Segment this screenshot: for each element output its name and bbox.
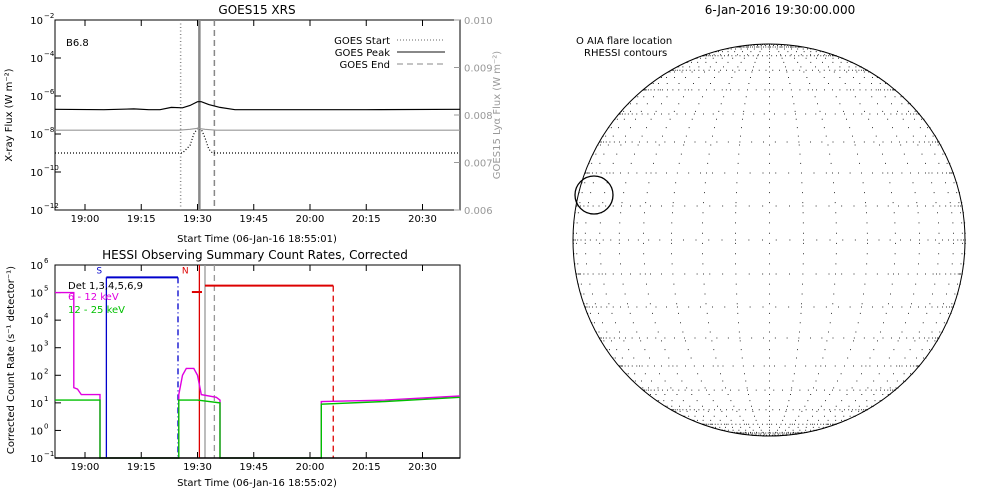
- y-tick-exponent: 4: [44, 312, 49, 320]
- goes-legend-end: GOES End: [340, 60, 390, 71]
- hessi-panel: HESSI Observing Summary Count Rates, Cor…: [6, 248, 461, 489]
- y-tick-label: 10: [30, 16, 43, 27]
- y-tick-label: 10: [30, 371, 43, 382]
- x-tick-label: 19:45: [239, 214, 268, 225]
- y-tick-exponent: −12: [44, 202, 59, 210]
- x-tick-label: 19:45: [239, 462, 268, 473]
- y2-tick-label: 0.010: [464, 16, 493, 27]
- hessi-series-1: [55, 396, 461, 459]
- y-tick-exponent: −1: [44, 450, 54, 458]
- y-tick-exponent: −8: [44, 126, 54, 134]
- hessi-legend-detectors: Det 1,3,4,5,6,9: [68, 281, 143, 292]
- x-tick-label: 20:30: [408, 214, 437, 225]
- y-tick-exponent: 6: [44, 257, 49, 265]
- goes-legend: GOES Start GOES Peak GOES End: [334, 36, 445, 71]
- y-tick-label: 10: [30, 316, 43, 327]
- x-tick-label: 19:15: [127, 462, 156, 473]
- hessi-state-label: S: [96, 266, 102, 276]
- x-tick-label: 20:15: [352, 462, 381, 473]
- disk-legend-aia: O AIA flare location: [576, 36, 672, 47]
- y-tick-label: 10: [30, 289, 43, 300]
- grid-dots: [573, 44, 966, 437]
- goes-series-2: [55, 127, 460, 131]
- x-tick-label: 19:00: [71, 462, 100, 473]
- y-tick-label: 10: [30, 92, 43, 103]
- y-tick-exponent: 3: [44, 340, 48, 348]
- goes-flare-class: B6.8: [66, 38, 89, 49]
- goes-title: GOES15 XRS: [218, 3, 295, 17]
- x-tick-label: 20:15: [352, 214, 381, 225]
- y-tick-exponent: 5: [44, 285, 48, 293]
- goes-panel: GOES15 XRS 19:00 19:15 19:30 19:45 20:00 20:1…: [4, 3, 503, 245]
- y-tick-exponent: −6: [44, 88, 55, 96]
- y2-tick-label: 0.006: [464, 206, 493, 217]
- x-tick-label: 20:00: [296, 462, 325, 473]
- goes-x-axis-label: Start Time (06-Jan-16 18:55:01): [177, 234, 337, 245]
- aia-flare-location-marker: [574, 175, 614, 215]
- hessi-x-axis-label: Start Time (06-Jan-16 18:55:02): [177, 478, 337, 489]
- disk-legend-rhessi: RHESSI contours: [584, 48, 667, 59]
- goes-legend-start: GOES Start: [334, 36, 390, 47]
- goes-plot-frame: [54, 19, 461, 211]
- hessi-legend-12-25kev: 12 - 25 keV: [68, 305, 125, 316]
- x-tick-label: 20:00: [296, 214, 325, 225]
- hessi-y-axis-label: Corrected Count Rate (s⁻¹ detector⁻¹): [6, 266, 17, 454]
- y2-tick-label: 0.008: [464, 111, 493, 122]
- y-tick-exponent: 2: [44, 367, 48, 375]
- disk-title: 6-Jan-2016 19:30:00.000: [705, 3, 855, 17]
- y2-tick-label: 0.009: [464, 64, 493, 75]
- goes-series-0: [54, 101, 461, 111]
- goes-y-axis-label: X-ray Flux (W m⁻²): [4, 68, 15, 161]
- y-tick-label: 10: [30, 261, 43, 272]
- x-tick-label: 19:30: [183, 462, 212, 473]
- y-tick-exponent: −2: [44, 12, 54, 20]
- y-tick-label: 10: [30, 168, 43, 179]
- x-tick-label: 19:15: [127, 214, 156, 225]
- hessi-title: HESSI Observing Summary Count Rates, Cor…: [102, 248, 408, 262]
- solar-limb: [572, 43, 966, 437]
- goes-legend-peak: GOES Peak: [335, 48, 390, 59]
- goes-series-1: [55, 127, 460, 154]
- hessi-legend-6-12kev: 6 - 12 keV: [68, 292, 119, 303]
- y-tick-label: 10: [30, 426, 43, 437]
- hessi-state-label: N: [182, 266, 189, 276]
- x-tick-label: 19:30: [183, 214, 212, 225]
- y-tick-label: 10: [30, 454, 43, 465]
- goes-y2-axis-label: GOES15 Lyα Flux (W m⁻²): [492, 51, 503, 179]
- hessi-series-0: [55, 291, 461, 459]
- y-tick-label: 10: [30, 54, 43, 65]
- y-tick-label: 10: [30, 399, 43, 410]
- y-tick-exponent: −10: [44, 164, 59, 172]
- heliographic-grid: [573, 44, 966, 437]
- solar-disk-panel: 6-Jan-2016 19:30:00.000 O AIA flare loca…: [572, 3, 966, 437]
- y-tick-label: 10: [30, 206, 43, 217]
- x-tick-label: 19:00: [71, 214, 100, 225]
- y2-tick-label: 0.007: [464, 159, 493, 170]
- hessi-legend: Det 1,3,4,5,6,9 6 - 12 keV 12 - 25 keV: [68, 281, 143, 316]
- y-tick-exponent: −4: [44, 50, 55, 58]
- y-tick-label: 10: [30, 130, 43, 141]
- y-tick-exponent: 0: [44, 422, 48, 430]
- y-tick-label: 10: [30, 344, 43, 355]
- y-tick-exponent: 1: [44, 395, 48, 403]
- x-tick-label: 20:30: [408, 462, 437, 473]
